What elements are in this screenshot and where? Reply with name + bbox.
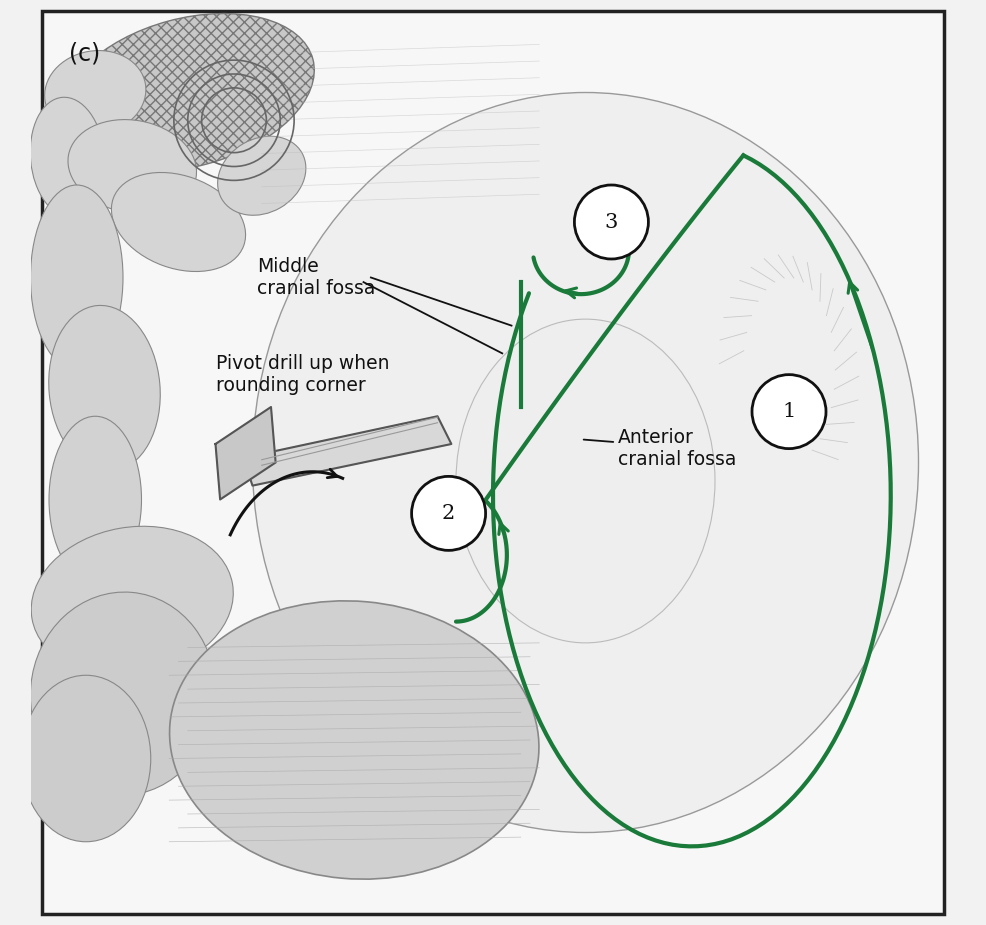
Text: 1: 1: [782, 402, 796, 421]
Text: 3: 3: [604, 213, 618, 231]
Circle shape: [411, 476, 485, 550]
Ellipse shape: [61, 14, 315, 171]
Polygon shape: [244, 416, 452, 486]
Ellipse shape: [456, 319, 715, 643]
Ellipse shape: [170, 601, 539, 879]
Text: Anterior
cranial fossa: Anterior cranial fossa: [618, 428, 737, 469]
Text: (c): (c): [69, 42, 101, 66]
Text: Pivot drill up when
rounding corner: Pivot drill up when rounding corner: [216, 354, 389, 395]
Circle shape: [752, 375, 826, 449]
Ellipse shape: [49, 416, 142, 583]
Ellipse shape: [111, 172, 246, 272]
Ellipse shape: [31, 185, 123, 370]
Polygon shape: [216, 407, 276, 500]
Circle shape: [575, 185, 649, 259]
Ellipse shape: [31, 592, 216, 796]
Ellipse shape: [218, 136, 306, 216]
Text: Middle
cranial fossa: Middle cranial fossa: [257, 257, 376, 298]
Ellipse shape: [31, 97, 105, 217]
Ellipse shape: [32, 526, 234, 676]
Ellipse shape: [22, 675, 151, 842]
Ellipse shape: [48, 305, 161, 472]
Ellipse shape: [68, 119, 196, 214]
Text: 2: 2: [442, 504, 456, 523]
Ellipse shape: [44, 51, 146, 134]
Ellipse shape: [252, 92, 919, 832]
